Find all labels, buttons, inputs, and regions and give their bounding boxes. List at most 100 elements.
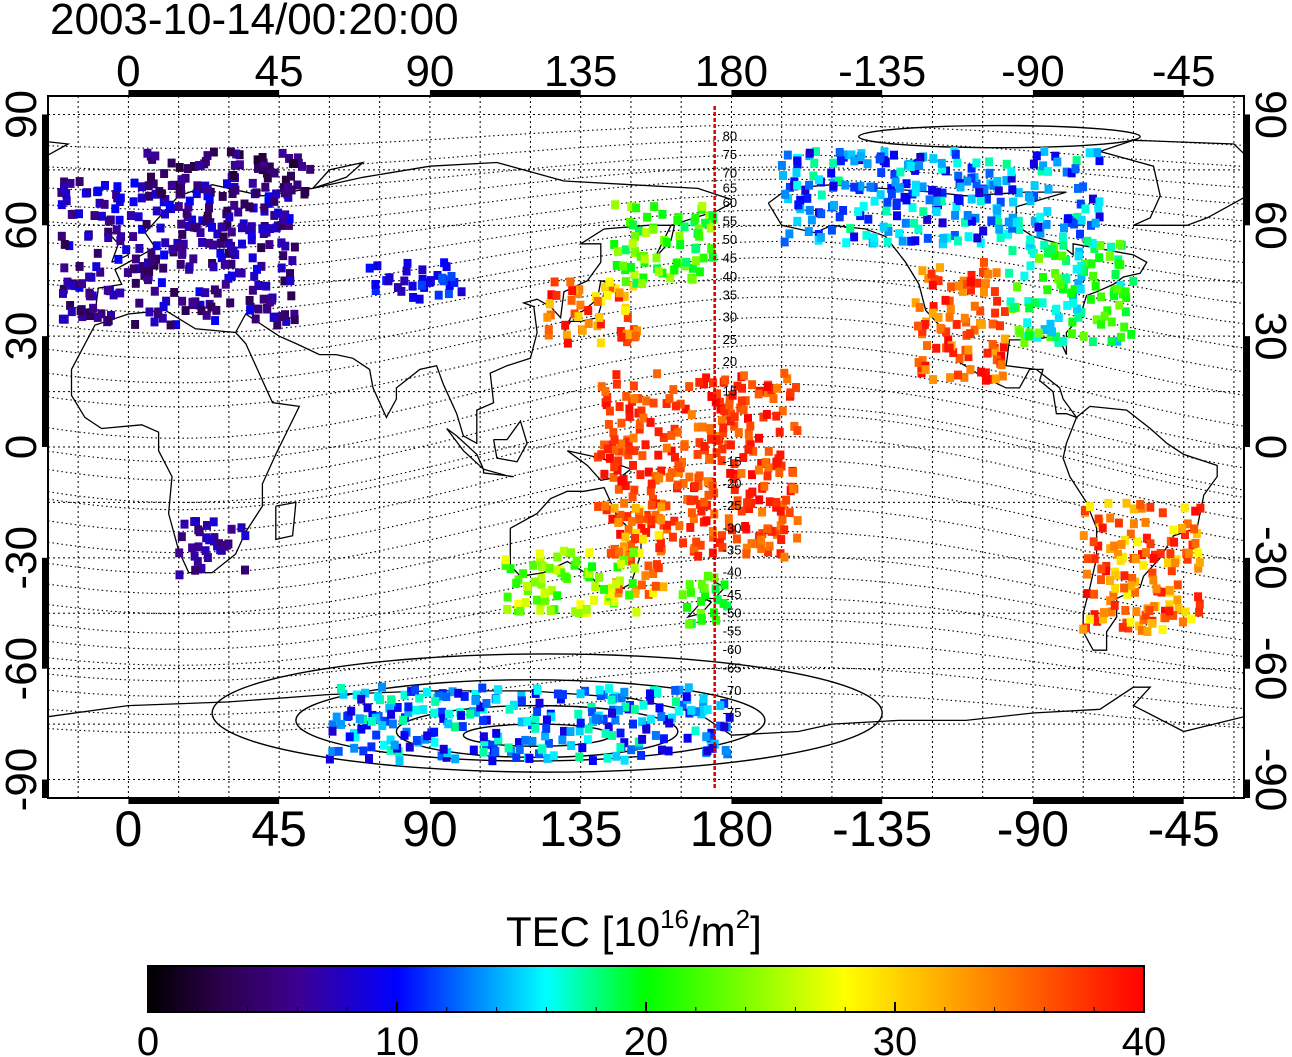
tec-cell	[636, 470, 645, 480]
tec-cell	[730, 412, 739, 422]
tec-cell	[964, 345, 973, 355]
tec-cell	[668, 532, 677, 542]
tec-cell	[262, 168, 271, 178]
tec-cell	[630, 485, 639, 495]
tec-cell	[371, 713, 380, 723]
tec-cell	[963, 176, 972, 186]
tec-cell	[816, 233, 825, 242]
coastline	[235, 202, 732, 445]
tec-cell	[167, 158, 176, 168]
tec-cell	[1148, 568, 1157, 578]
tec-cell	[653, 369, 662, 379]
tec-cell	[1158, 625, 1167, 634]
tec-cell	[350, 728, 358, 738]
tec-cell	[545, 299, 554, 309]
tec-cell	[887, 189, 896, 199]
tec-cell	[1090, 244, 1099, 253]
tec-cell	[1181, 607, 1190, 617]
tec-cell	[272, 223, 281, 233]
tec-cell	[131, 254, 140, 264]
tec-cell	[966, 277, 975, 287]
mlat-contour	[48, 256, 1244, 335]
tec-cell	[104, 233, 113, 242]
tec-cell	[709, 532, 718, 542]
tec-cell	[437, 707, 446, 717]
tec-cell	[630, 270, 639, 280]
tec-cell	[218, 192, 227, 201]
tec-cell	[287, 291, 296, 301]
tec-cell	[1073, 212, 1082, 222]
tec-cell	[984, 269, 993, 279]
tec-cell	[1008, 246, 1017, 255]
tec-cell	[1114, 259, 1123, 269]
tec-cell	[993, 205, 1002, 215]
tec-cell	[875, 154, 884, 164]
colorbar-tick-label: 20	[624, 1020, 669, 1057]
frame-bar-left	[42, 114, 48, 226]
tec-cell	[686, 496, 695, 506]
tec-cell	[932, 343, 941, 353]
tec-cell	[793, 426, 802, 435]
tec-cell	[1139, 560, 1148, 570]
tec-cell	[614, 456, 623, 466]
tec-cell	[537, 579, 546, 589]
tec-cell	[516, 606, 525, 616]
tec-cell	[568, 286, 577, 296]
tec-cell	[166, 320, 175, 330]
tec-cell	[869, 233, 878, 243]
tec-cell	[134, 212, 143, 222]
tec-cell	[672, 697, 680, 707]
tec-cell	[654, 267, 663, 277]
tec-cell	[192, 223, 201, 233]
tec-cell	[599, 714, 608, 724]
tec-cell	[895, 183, 904, 193]
tec-cell	[448, 687, 457, 697]
tec-cell	[1016, 328, 1025, 338]
tec-cell	[1111, 270, 1120, 279]
tec-cell	[584, 569, 593, 579]
tec-cell	[306, 164, 315, 174]
tec-cell	[783, 150, 792, 160]
tec-cell	[635, 508, 643, 518]
tec-cell	[588, 707, 597, 717]
tec-cell	[953, 236, 962, 246]
tec-cell	[764, 547, 772, 557]
tec-cell	[1124, 623, 1133, 633]
tec-cell	[1095, 156, 1104, 166]
tec-cell	[195, 161, 203, 170]
tec-cell	[1166, 549, 1175, 559]
tec-cell	[642, 528, 651, 537]
tec-cell	[647, 479, 656, 489]
mlat-contour	[48, 597, 1244, 666]
tec-cell	[970, 325, 979, 335]
tec-cell	[864, 214, 873, 224]
tec-cell	[696, 608, 705, 618]
tec-cell	[387, 709, 396, 719]
tec-cell	[621, 306, 629, 316]
tec-cell	[1014, 188, 1023, 197]
tec-cell	[676, 399, 685, 409]
tec-cell	[688, 263, 697, 273]
tec-cell	[1132, 607, 1141, 617]
tec-cell	[1107, 242, 1115, 252]
tec-cell	[932, 207, 941, 217]
tec-cell	[967, 163, 976, 173]
tec-cell	[642, 724, 651, 734]
tec-cell	[859, 202, 868, 211]
tec-cell	[479, 732, 488, 742]
tec-cell	[914, 321, 922, 331]
tec-cell	[1152, 584, 1161, 594]
tec-cell	[411, 685, 419, 695]
tec-cell	[720, 722, 729, 732]
tec-cell	[1095, 197, 1104, 207]
tec-cell	[777, 535, 786, 544]
tec-cell	[956, 182, 965, 192]
tec-cell	[920, 320, 929, 329]
tec-cell	[847, 150, 856, 160]
tec-cell	[970, 301, 979, 311]
tec-cell	[444, 719, 453, 729]
tec-cell	[404, 708, 413, 717]
tec-cell	[202, 216, 211, 226]
tec-cell	[531, 723, 540, 733]
tec-cell	[1116, 332, 1125, 342]
